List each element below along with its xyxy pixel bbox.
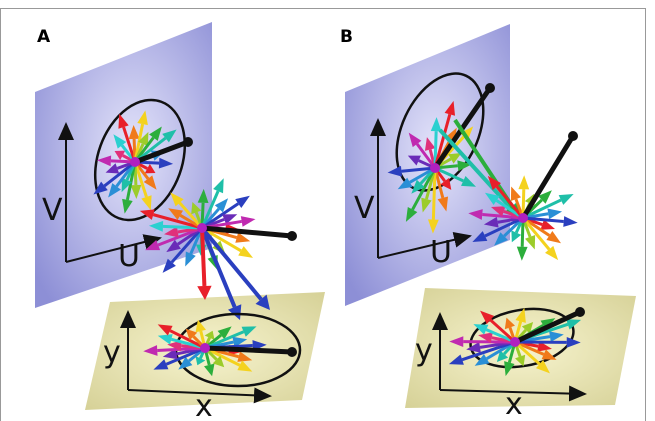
axis-label: U [430, 235, 452, 270]
arrow-head [546, 231, 561, 243]
axis-label: V [42, 193, 63, 228]
arrow-head [563, 216, 577, 227]
panel-label: A [37, 27, 51, 47]
arrow-head [213, 178, 224, 193]
axis-label: x [505, 387, 523, 421]
figure: A V U y x B V U y x [0, 0, 655, 421]
center [200, 343, 210, 353]
center [518, 213, 528, 223]
reference-tip [183, 137, 193, 147]
panel-label: B [340, 27, 353, 47]
arrow-head [238, 246, 253, 258]
arrow-shaft [202, 228, 261, 299]
axis-label: U [118, 239, 140, 274]
arrow-head [241, 216, 256, 227]
center [197, 223, 207, 233]
axis-label: x [195, 389, 213, 421]
reference-tip [287, 347, 297, 357]
arrow-head [517, 247, 528, 261]
axis-label: y [103, 335, 121, 370]
arrow-head [235, 196, 250, 208]
reference-tip [287, 231, 297, 241]
reference-tip [575, 307, 585, 317]
arrow-head [547, 208, 562, 219]
axis-label: V [354, 191, 375, 226]
panel-b: B V U y x [340, 24, 636, 421]
reference-tip [485, 83, 495, 93]
arrow-shaft [202, 228, 204, 286]
arrow-head [518, 175, 529, 189]
reference-tip [568, 131, 578, 141]
arrow-head [559, 194, 574, 205]
center [510, 337, 520, 347]
axis-label: y [415, 333, 433, 368]
center [430, 163, 440, 173]
panel-a: A V U y x [35, 22, 325, 421]
center [130, 157, 140, 167]
